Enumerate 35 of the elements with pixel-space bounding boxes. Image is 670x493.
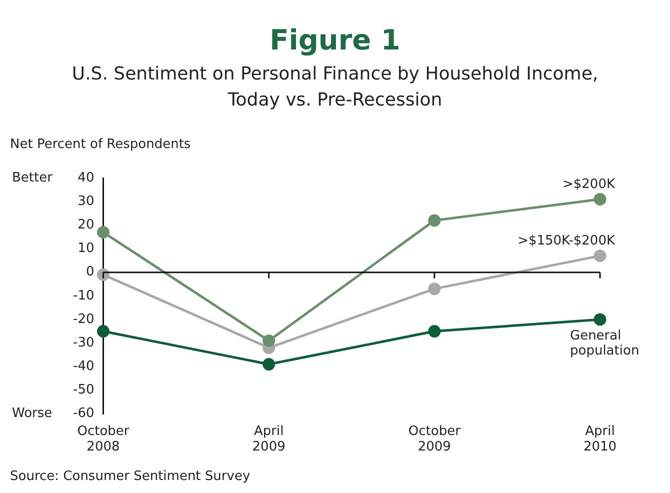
text: Worse bbox=[12, 406, 52, 422]
x-tick-label: April 2009 bbox=[252, 424, 286, 455]
point bbox=[262, 358, 276, 371]
y-tick-label: -20 bbox=[73, 312, 94, 327]
point bbox=[428, 325, 441, 338]
y-tick-label: 0 bbox=[86, 264, 94, 280]
point bbox=[96, 268, 110, 281]
chart-title: Figure 1 bbox=[270, 23, 400, 56]
x-tick-label: October 2008 bbox=[77, 424, 130, 455]
y-tick-label: 20 bbox=[78, 218, 94, 233]
series-label: >$200K bbox=[562, 177, 616, 192]
point bbox=[96, 226, 110, 238]
y-tick-label: 10 bbox=[78, 241, 94, 256]
x-tick-label: October 2009 bbox=[408, 424, 462, 455]
y-tick-label: -30 bbox=[73, 335, 94, 350]
y-tick-label: 30 bbox=[78, 194, 94, 209]
chart-subtitle: U.S. Sentiment on Personal Finance by Household Income, Today vs. Pre-Recession bbox=[72, 64, 598, 111]
series-label: General population bbox=[570, 328, 640, 358]
y-tick-label: -10 bbox=[73, 288, 94, 304]
text: Better bbox=[12, 170, 54, 186]
source-note: Source: Consumer Sentiment Survey bbox=[10, 468, 250, 484]
point bbox=[594, 250, 606, 262]
series-label: >$150K-$200K bbox=[518, 234, 616, 249]
point bbox=[96, 325, 110, 338]
point bbox=[262, 334, 276, 347]
y-tick-label: -60 bbox=[73, 406, 94, 422]
y-tick-label: 40 bbox=[78, 170, 94, 186]
y-tick-label: -50 bbox=[73, 382, 94, 398]
y-axis-title: Net Percent of Respondents bbox=[10, 136, 191, 152]
point bbox=[428, 282, 441, 296]
point bbox=[594, 192, 606, 206]
x-tick-label: April 2010 bbox=[583, 424, 617, 455]
point bbox=[428, 214, 441, 227]
y-tick-label: -40 bbox=[73, 359, 94, 374]
point bbox=[594, 313, 606, 326]
